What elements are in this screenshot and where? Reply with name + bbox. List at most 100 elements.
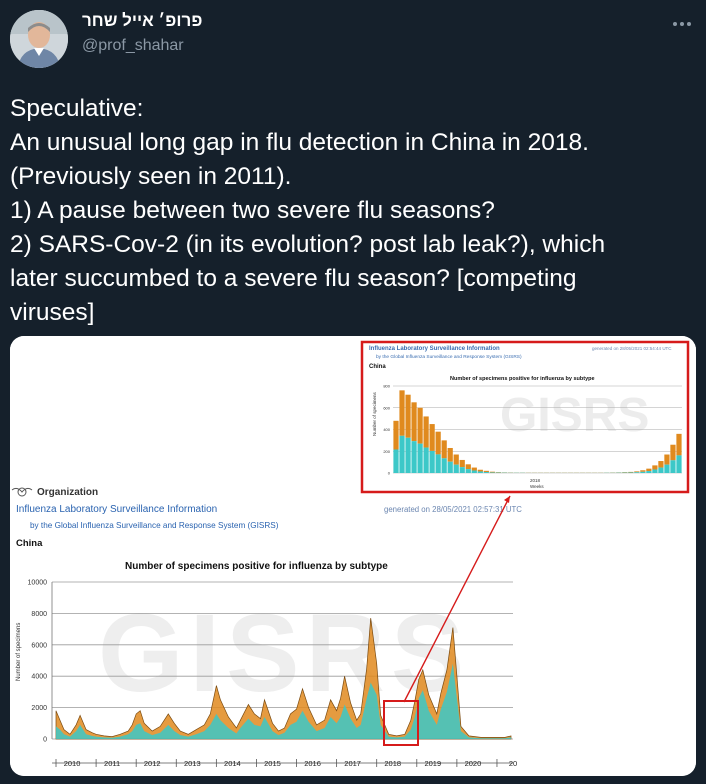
inset-bar-a <box>459 459 465 468</box>
inset-bar-a <box>670 444 676 461</box>
tweet-line: Speculative: <box>10 95 144 122</box>
inset-bar-b <box>483 472 489 473</box>
inset-bar-b <box>664 464 670 473</box>
chart-ylabel: Number of specimens <box>16 623 22 681</box>
inset-y-tick: 600 <box>383 405 390 410</box>
inset-watermark: GISRS <box>500 389 649 442</box>
inset-bar-a <box>465 464 471 470</box>
more-horizontal-icon <box>673 22 691 26</box>
inset-bar-a <box>640 470 646 472</box>
inset-bar-b <box>441 458 447 473</box>
y-tick-label: 4000 <box>31 674 47 681</box>
tweet-line: 1) A pause between two severe flu season… <box>10 197 495 224</box>
x-tick-label: 2014 <box>224 759 241 768</box>
inset-bar-a <box>646 468 652 472</box>
inset-bar-b <box>459 467 465 473</box>
y-tick-label: 6000 <box>31 642 47 649</box>
inset-bar-a <box>393 420 399 450</box>
tweet-text: Speculative: An unusual long gap in flu … <box>10 92 700 330</box>
highlight-arrow <box>403 495 511 703</box>
inset-bar-b <box>453 464 459 473</box>
chart-title: Number of specimens positive for influen… <box>125 561 388 572</box>
inset-bar-a <box>405 394 411 438</box>
inset-bar-b <box>429 450 435 473</box>
inset-title: Number of specimens positive for influen… <box>450 376 595 382</box>
tweet-line: (Previously seen in 2011). <box>10 163 292 190</box>
inset-bar-a <box>628 471 634 473</box>
inset-heading: Influenza Laboratory Surveillance Inform… <box>369 346 500 352</box>
inset-bar-a <box>429 424 435 451</box>
x-tick-label: 2020 <box>465 759 482 768</box>
inset-bar-a <box>435 431 441 455</box>
inset-subheading: by the Global Influenza Surveillance and… <box>376 354 522 360</box>
inset-bar-b <box>489 472 495 473</box>
x-tick-label: 2018 <box>384 759 401 768</box>
inset-bar-a <box>423 416 429 448</box>
x-tick-label: 2015 <box>264 759 281 768</box>
arrow-head <box>504 496 510 503</box>
inset-bar-b <box>393 449 399 473</box>
inset-bar-a <box>417 407 423 444</box>
inset-bar-a <box>441 440 447 459</box>
chart-country: China <box>16 538 43 549</box>
x-tick-label: 20 <box>509 759 517 768</box>
inset-bar-a <box>652 465 658 470</box>
inset-bar-a <box>483 470 489 473</box>
who-logo <box>11 487 33 497</box>
inset-bar-b <box>411 441 417 473</box>
flu-chart-image: Influenza Laboratory Surveillance Inform… <box>10 336 696 776</box>
series-area-b <box>56 663 511 739</box>
inset-bar-b <box>676 455 682 473</box>
inset-y-tick: 400 <box>383 427 390 432</box>
inset-year: 2018 <box>530 478 541 483</box>
inset-bar-b <box>447 461 453 473</box>
inset-bar-b <box>435 454 441 473</box>
tweet-line: viruses] <box>10 299 95 326</box>
inset-bar-b <box>477 471 483 473</box>
y-tick-label: 2000 <box>31 705 47 712</box>
inset-bar-a <box>447 447 453 462</box>
x-tick-label: 2012 <box>144 759 161 768</box>
x-tick-label: 2016 <box>304 759 321 768</box>
y-tick-label: 10000 <box>28 580 48 587</box>
inset-y-tick: 0 <box>388 471 391 476</box>
inset-bar-b <box>628 472 634 473</box>
more-options-button[interactable] <box>670 12 694 36</box>
inset-country: China <box>369 364 386 370</box>
inset-bar-b <box>465 469 471 473</box>
inset-bar-a <box>489 471 495 473</box>
y-tick-label: 0 <box>43 737 47 744</box>
inset-bar-a <box>664 454 670 465</box>
x-tick-label: 2019 <box>424 759 441 768</box>
inset-bar-a <box>471 467 477 471</box>
org-label: Organization <box>37 487 98 498</box>
highlight-box-2018 <box>383 700 419 746</box>
avatar[interactable] <box>10 10 68 68</box>
author-handle[interactable]: @prof_shahar <box>82 37 184 54</box>
tweet-line: An unusual long gap in flu detection in … <box>10 129 589 156</box>
inset-bar-b <box>417 443 423 473</box>
author-display-name[interactable]: פרופ׳ אייל שחר <box>82 11 203 30</box>
series-area-a <box>55 618 512 740</box>
x-tick-label: 2010 <box>64 759 81 768</box>
x-tick-label: 2017 <box>344 759 361 768</box>
chart-watermark: GISRS <box>98 592 470 715</box>
inset-bar-b <box>646 471 652 473</box>
inset-panel: Influenza Laboratory Surveillance Inform… <box>360 340 690 494</box>
inset-bar-a <box>658 461 664 468</box>
inset-bar-a <box>477 469 483 472</box>
tweet-media-image[interactable]: Influenza Laboratory Surveillance Inform… <box>10 336 696 776</box>
inset-bar-b <box>399 435 405 473</box>
chart-heading: Influenza Laboratory Surveillance Inform… <box>16 504 217 515</box>
inset-bar-b <box>423 447 429 473</box>
chart-subheading: by the Global Influenza Surveillance and… <box>30 521 279 530</box>
inset-bar-a <box>676 433 682 456</box>
inset-ylabel: Number of specimens <box>372 391 377 436</box>
chart-generated: generated on 28/05/2021 02:57:31 UTC <box>384 505 522 514</box>
inset-bar-b <box>634 472 640 473</box>
x-tick-label: 2011 <box>104 759 120 768</box>
y-tick-label: 8000 <box>31 611 47 618</box>
inset-xlabel: Weeks <box>530 484 544 489</box>
inset-y-tick: 800 <box>383 384 390 389</box>
x-tick-label: 2013 <box>184 759 201 768</box>
